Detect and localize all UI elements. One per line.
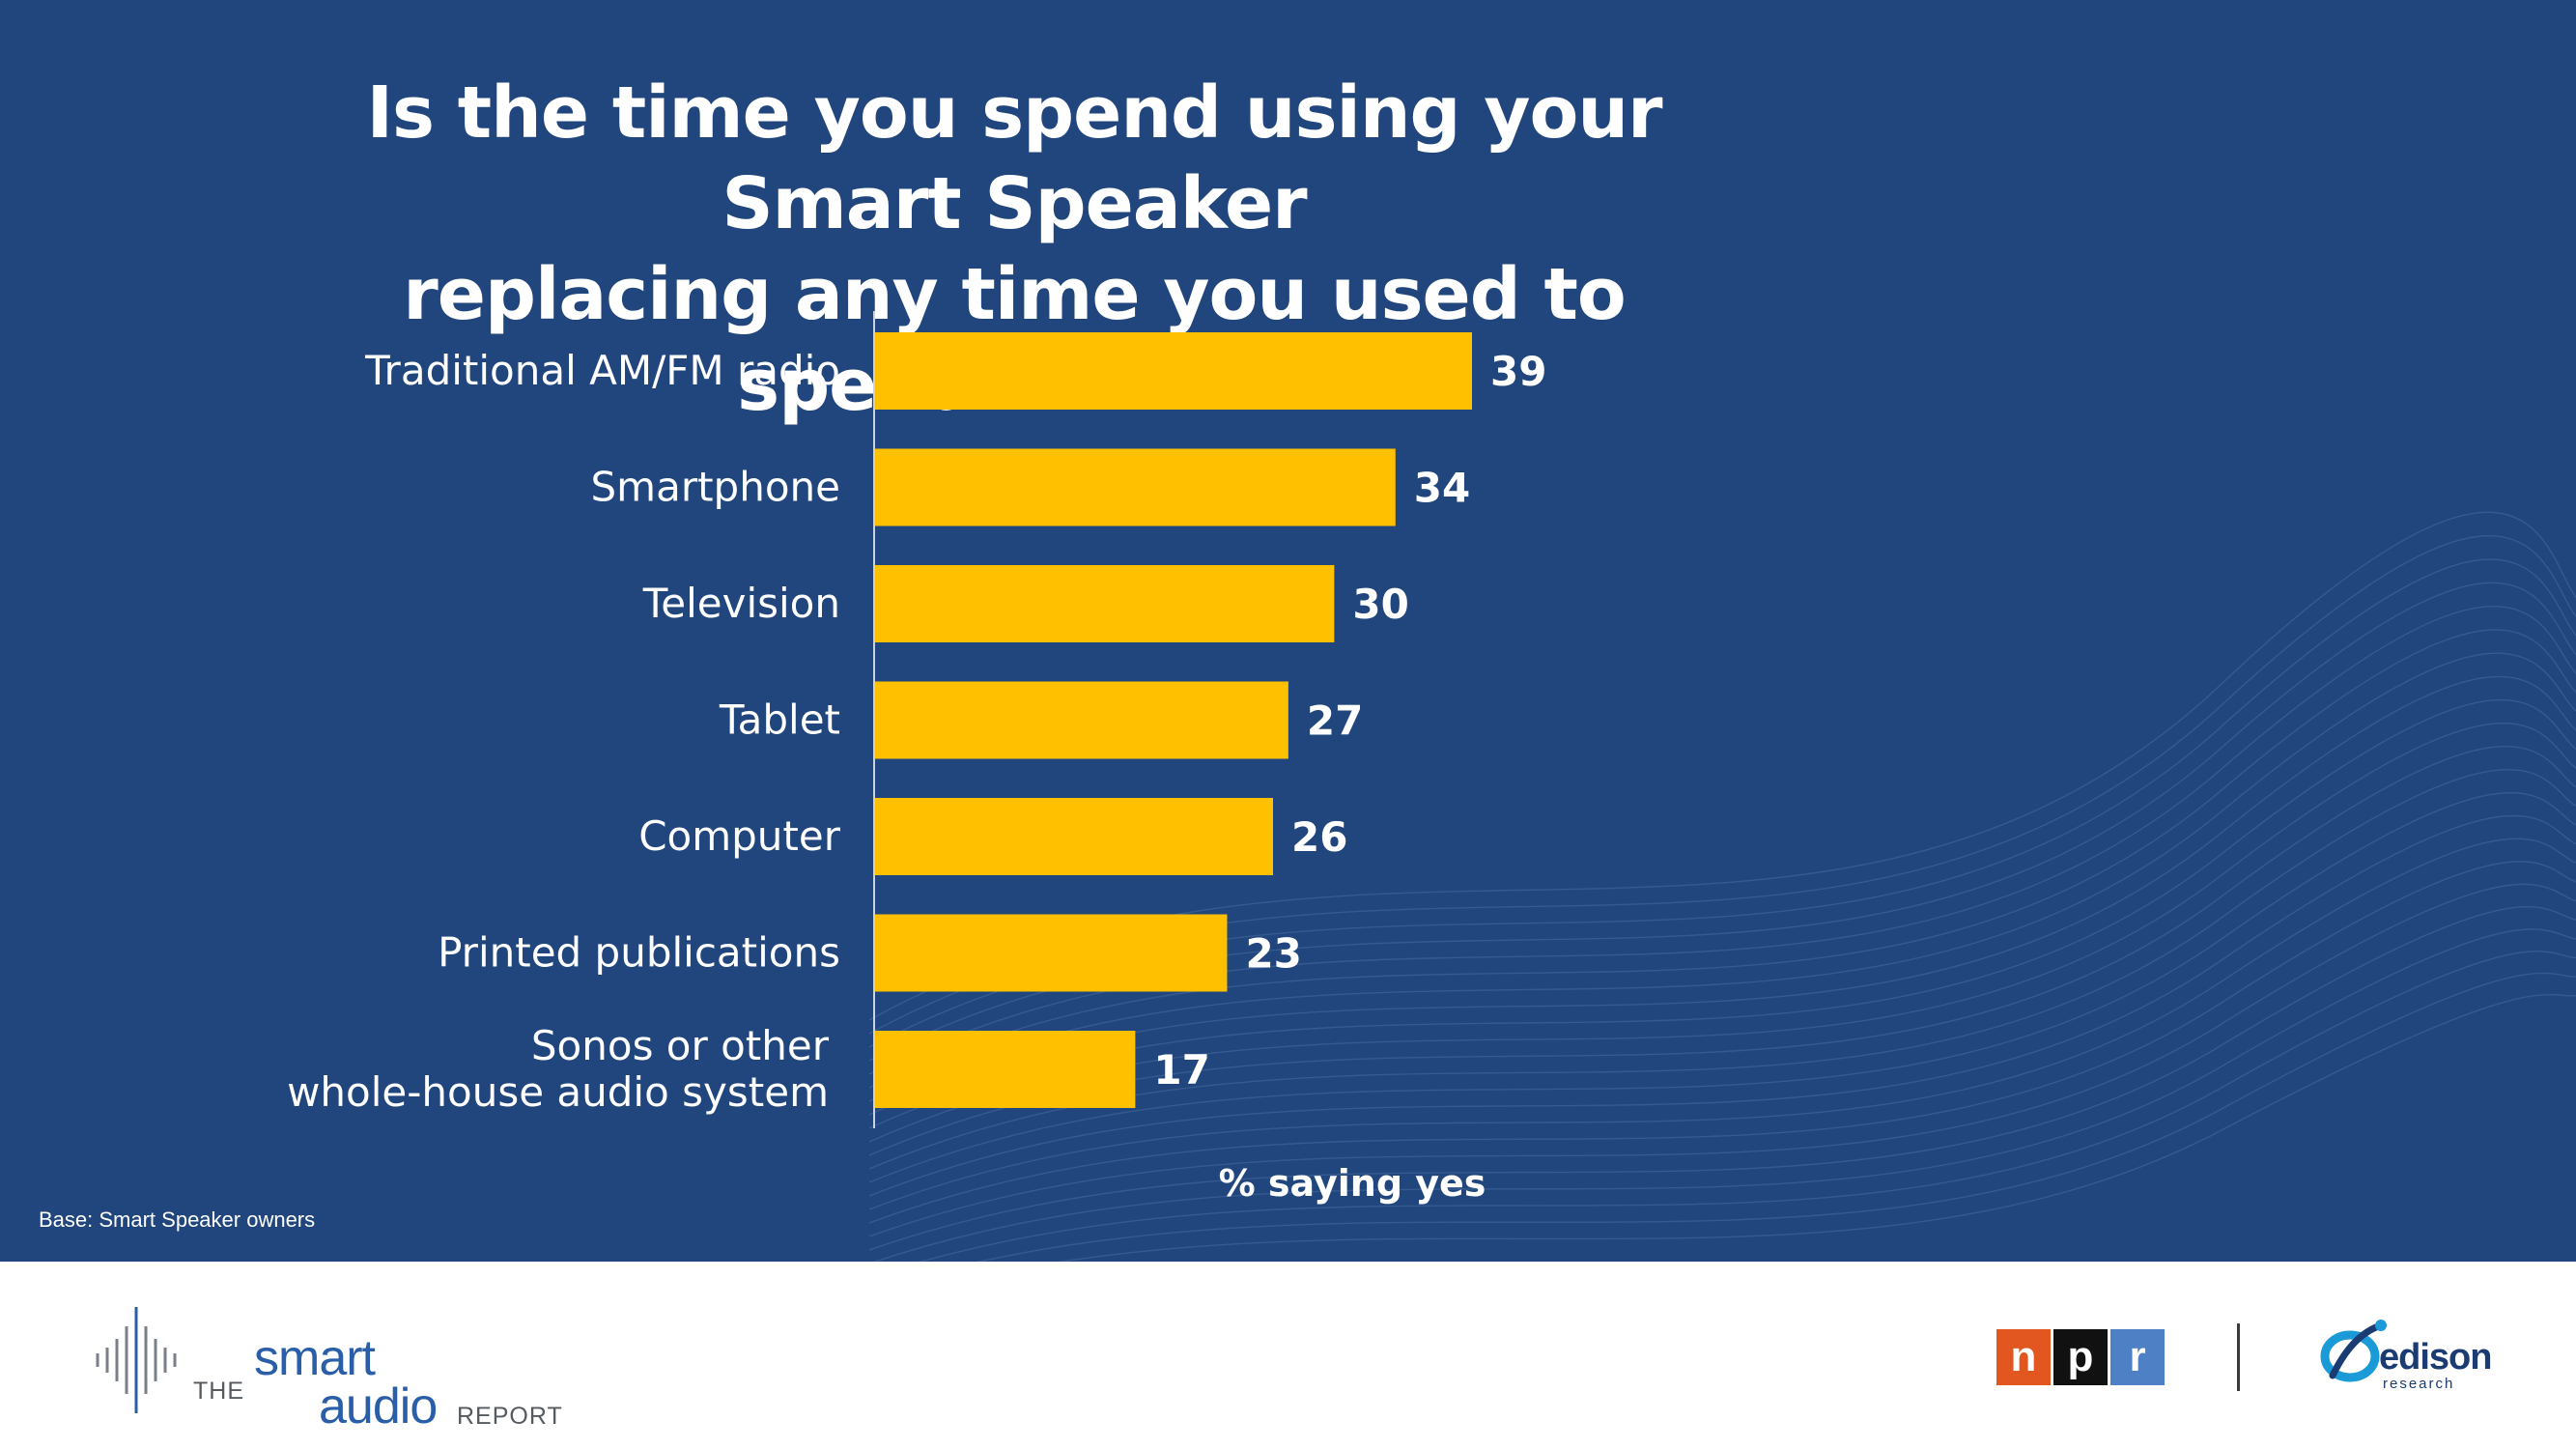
wave-line <box>868 558 2576 1048</box>
edison-wordmark: edison <box>2379 1337 2492 1378</box>
wave-line <box>1057 993 2576 1262</box>
bar <box>875 681 1288 759</box>
data-label: 17 <box>1153 1046 1209 1094</box>
bar-chart: 39 Traditional AM/FM radio 34 Smartphone 30 T… <box>287 311 1546 1128</box>
bar <box>875 914 1228 992</box>
category-label: Television <box>642 580 840 627</box>
category-label: Sonos or other <box>531 1022 830 1069</box>
bar <box>875 798 1273 875</box>
npr-logo: n p r <box>1996 1329 2167 1385</box>
bar <box>875 565 1335 642</box>
wave-line <box>868 838 2576 1210</box>
wave-line <box>868 722 2576 1143</box>
wave-line <box>868 535 2576 1035</box>
background-waves <box>868 511 2576 1262</box>
wave-line <box>868 582 2576 1062</box>
category-label: whole-house audio system <box>287 1068 829 1116</box>
npr-letter-p: p <box>2053 1329 2108 1385</box>
logo-audio: audio <box>319 1378 438 1435</box>
wave-line <box>868 698 2576 1129</box>
wave-line <box>868 629 2576 1089</box>
data-label: 27 <box>1307 697 1363 745</box>
category-label: Traditional AM/FM radio <box>364 347 840 394</box>
data-label: 34 <box>1414 465 1470 512</box>
wave-line <box>868 861 2576 1224</box>
chart-title-line-1: Is the time you spend using your Smart S… <box>366 71 1662 245</box>
wave-line <box>868 606 2576 1075</box>
sound-wave-icon <box>96 1307 177 1413</box>
bar <box>875 332 1472 410</box>
logo-smart: smart <box>254 1330 376 1386</box>
wave-line <box>868 675 2576 1116</box>
wave-line <box>868 769 2576 1170</box>
category-label: Tablet <box>719 696 840 744</box>
wave-line <box>868 814 2576 1197</box>
bar <box>875 448 1396 526</box>
logo-divider <box>2237 1323 2240 1391</box>
data-label: 30 <box>1352 581 1408 628</box>
npr-letter-r: r <box>2110 1329 2165 1385</box>
smart-audio-report-logo: THE smart audio REPORT <box>92 1300 594 1434</box>
chart-title: Is the time you spend using your Smart S… <box>290 68 1739 431</box>
edison-research-logo: edison research <box>2313 1316 2492 1403</box>
category-label: Smartphone <box>591 464 840 511</box>
bar <box>875 1031 1136 1108</box>
wave-line <box>868 746 2576 1156</box>
wave-line <box>872 928 2576 1262</box>
wave-line <box>868 511 2576 1021</box>
wave-line <box>977 972 2576 1262</box>
chart-panel: Is the time you spend using your Smart S… <box>0 0 2576 1262</box>
category-label: Computer <box>638 812 841 860</box>
logo-the: THE <box>193 1378 244 1405</box>
edison-subtitle: research <box>2383 1376 2455 1392</box>
base-footnote: Base: Smart Speaker owners <box>39 1208 316 1232</box>
npr-letter-n: n <box>1996 1329 2051 1385</box>
x-axis-label: % saying yes <box>1218 1162 1486 1205</box>
wave-line <box>868 883 2576 1237</box>
data-label: 39 <box>1490 348 1546 395</box>
edison-swirl-icon <box>2320 1320 2387 1382</box>
wave-line <box>868 652 2576 1102</box>
data-label: 23 <box>1245 930 1301 978</box>
footer: THE smart audio REPORT n p r edison rese… <box>0 1262 2576 1449</box>
data-label: 26 <box>1291 813 1347 861</box>
wave-line <box>868 792 2576 1183</box>
wave-line <box>868 906 2576 1251</box>
wave-line <box>919 951 2576 1262</box>
logo-report: REPORT <box>457 1403 563 1430</box>
category-label: Printed publications <box>438 929 840 977</box>
